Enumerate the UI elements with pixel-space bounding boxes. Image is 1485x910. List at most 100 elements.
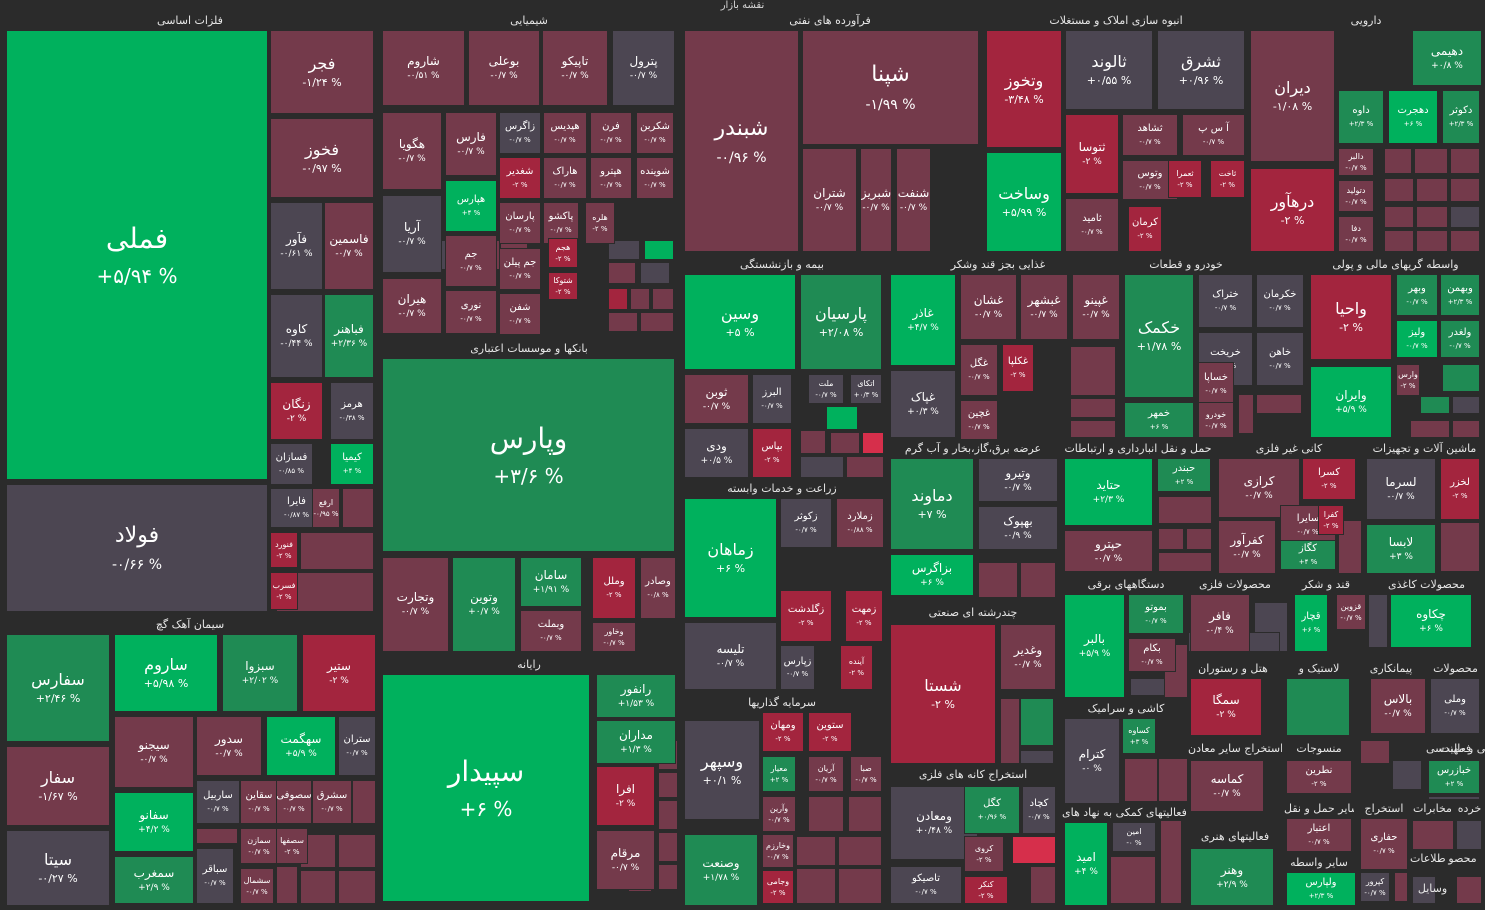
filler-tile[interactable] [800,430,826,454]
stock-tile[interactable]: پارسیان +۲/۰۸ % [800,274,882,370]
stock-tile[interactable]: فجر -۱/۲۴ % [270,30,374,114]
stock-tile[interactable]: سدور -۰/۷ % [196,716,262,776]
stock-tile[interactable]: بپاس -۲ % [752,428,792,478]
stock-tile[interactable]: غبشهر -۰/۷ % [1020,274,1068,340]
stock-tile[interactable]: لسرما -۰/۷ % [1366,458,1436,520]
stock-tile[interactable]: ثامید -۰/۷ % [1065,198,1119,252]
filler-tile[interactable] [1186,528,1212,550]
filler-tile[interactable] [608,312,638,332]
stock-tile[interactable]: خکمک +۱/۷۸ % [1124,274,1194,398]
stock-tile[interactable]: وبهر -۰/۷ % [1396,274,1438,316]
stock-tile[interactable]: کگاز +۴ % [1280,540,1336,570]
stock-tile[interactable]: داوه +۲/۳ % [1338,90,1384,144]
stock-tile[interactable]: فسرب -۲ % [270,572,298,610]
stock-tile[interactable]: بالبر +۵/۹ % [1064,594,1125,698]
stock-tile[interactable]: شبندر -۰/۹۶ % [684,30,799,252]
stock-tile[interactable]: زملارد -۰/۸۸ % [836,498,884,548]
stock-tile[interactable]: نطرین -۲ % [1286,760,1352,794]
stock-tile[interactable]: هاراک -۰/۷ % [543,157,587,199]
filler-tile[interactable] [1440,522,1480,572]
stock-tile[interactable]: زنگان -۲ % [270,382,323,440]
filler-tile[interactable] [1070,398,1116,418]
stock-tile[interactable]: زکوثر -۰/۷ % [780,498,832,548]
filler-tile[interactable] [830,432,860,454]
filler-tile[interactable] [608,262,636,284]
stock-tile[interactable]: سیجنو -۰/۷ % [114,716,194,788]
stock-tile[interactable]: فرن -۰/۷ % [590,112,632,154]
stock-tile[interactable]: شغدیر -۲ % [499,157,541,199]
stock-tile[interactable]: شنفت -۰/۷ % [896,148,931,252]
stock-tile[interactable]: جم -۰/۷ % [445,235,497,287]
stock-tile[interactable]: ساربیل -۰/۷ % [196,780,240,824]
stock-tile[interactable]: وتوین +۰/۷ % [452,557,516,652]
stock-tile[interactable]: پاکشو -۰/۷ % [543,202,579,244]
filler-tile[interactable] [1158,758,1188,802]
filler-tile[interactable] [658,772,678,798]
stock-tile[interactable]: ستوین -۲ % [808,712,852,752]
filler-tile[interactable] [1412,820,1454,850]
stock-tile[interactable]: کنکر -۲ % [964,876,1008,904]
filler-tile[interactable] [652,288,674,310]
stock-tile[interactable]: غپینو -۰/۷ % [1072,274,1120,340]
filler-tile[interactable] [658,832,678,862]
stock-tile[interactable]: ولیز -۰/۷ % [1396,320,1438,358]
stock-tile[interactable]: سقاین -۰/۷ % [240,780,278,824]
stock-tile[interactable]: امید +۴ % [1064,822,1108,906]
filler-tile[interactable] [1030,866,1056,904]
stock-tile[interactable]: وهنر +۲/۹ % [1190,848,1274,906]
filler-tile[interactable] [1384,148,1412,174]
stock-tile[interactable]: کساوه +۳ % [1122,718,1156,754]
stock-tile[interactable]: ستران -۰/۷ % [338,716,376,776]
stock-tile[interactable]: آریا -۰/۷ % [382,195,442,273]
filler-tile[interactable] [338,870,376,904]
filler-tile[interactable] [1394,872,1408,902]
stock-tile[interactable]: ستیر -۲ % [302,634,376,712]
stock-tile[interactable]: وصادر -۰/۸ % [640,557,676,619]
stock-tile[interactable]: دیران -۱/۰۸ % [1250,30,1335,162]
stock-tile[interactable]: دکوثر +۲/۳ % [1442,90,1480,144]
filler-tile[interactable] [1368,594,1388,648]
stock-tile[interactable]: صبا -۰/۷ % [850,756,882,792]
stock-tile[interactable]: ثشاهد -۰/۷ % [1122,114,1178,156]
stock-tile[interactable]: کاوه -۰/۴۴ % [270,294,323,378]
filler-tile[interactable] [1416,230,1448,252]
filler-tile[interactable] [1110,856,1156,904]
filler-tile[interactable] [1020,698,1054,746]
stock-tile[interactable]: لابسا +۳ % [1366,524,1436,574]
filler-tile[interactable] [1416,206,1448,228]
filler-tile[interactable] [1238,394,1254,434]
stock-tile[interactable]: بزاگرس +۶ % [890,554,974,596]
filler-tile[interactable] [838,868,882,904]
stock-tile[interactable]: وسپهر +۰/۱ % [684,720,760,820]
filler-tile[interactable] [1070,420,1116,438]
stock-tile[interactable]: حفاری -۰/۷ % [1360,818,1408,870]
filler-tile[interactable] [1256,394,1302,414]
stock-tile[interactable]: حپترو -۰/۷ % [1064,530,1153,572]
stock-tile[interactable]: ثوبن -۰/۷ % [684,374,749,424]
stock-tile[interactable]: شتران -۰/۷ % [802,148,857,252]
filler-tile[interactable] [808,796,844,832]
stock-tile[interactable]: وتخوز -۳/۴۸ % [986,30,1062,148]
stock-tile[interactable]: تاصیکو -۰/۷ % [890,866,962,904]
stock-tile[interactable]: رانفور +۱/۵۳ % [596,674,676,718]
filler-tile[interactable] [1384,206,1414,228]
stock-tile[interactable]: بوعلی -۰/۷ % [468,30,540,106]
filler-tile[interactable] [1412,876,1436,904]
filler-tile[interactable] [352,780,376,824]
stock-tile[interactable]: فباهنر +۲/۳۶ % [324,294,374,378]
stock-tile[interactable]: تلیسه -۰/۷ % [684,622,777,690]
stock-tile[interactable]: وبهمن +۲/۳ % [1440,274,1480,316]
stock-tile[interactable]: وارس -۲ % [1396,364,1420,396]
stock-tile[interactable]: معیار +۲ % [762,756,796,792]
filler-tile[interactable] [608,240,640,260]
filler-tile[interactable] [1450,230,1480,252]
stock-tile[interactable]: واحیا -۲ % [1310,274,1392,360]
stock-tile[interactable]: درهآور -۲ % [1250,168,1335,252]
stock-tile[interactable]: ساروم +۵/۹۸ % [114,634,218,712]
stock-tile[interactable]: اعتبار -۰/۷ % [1286,818,1352,852]
stock-tile[interactable]: بهپوک -۰/۹ % [978,506,1058,550]
stock-tile[interactable]: آریان -۰/۷ % [808,756,844,792]
filler-tile[interactable] [796,836,836,866]
stock-tile[interactable]: غشان -۰/۷ % [960,274,1017,340]
filler-tile[interactable] [1442,364,1480,392]
